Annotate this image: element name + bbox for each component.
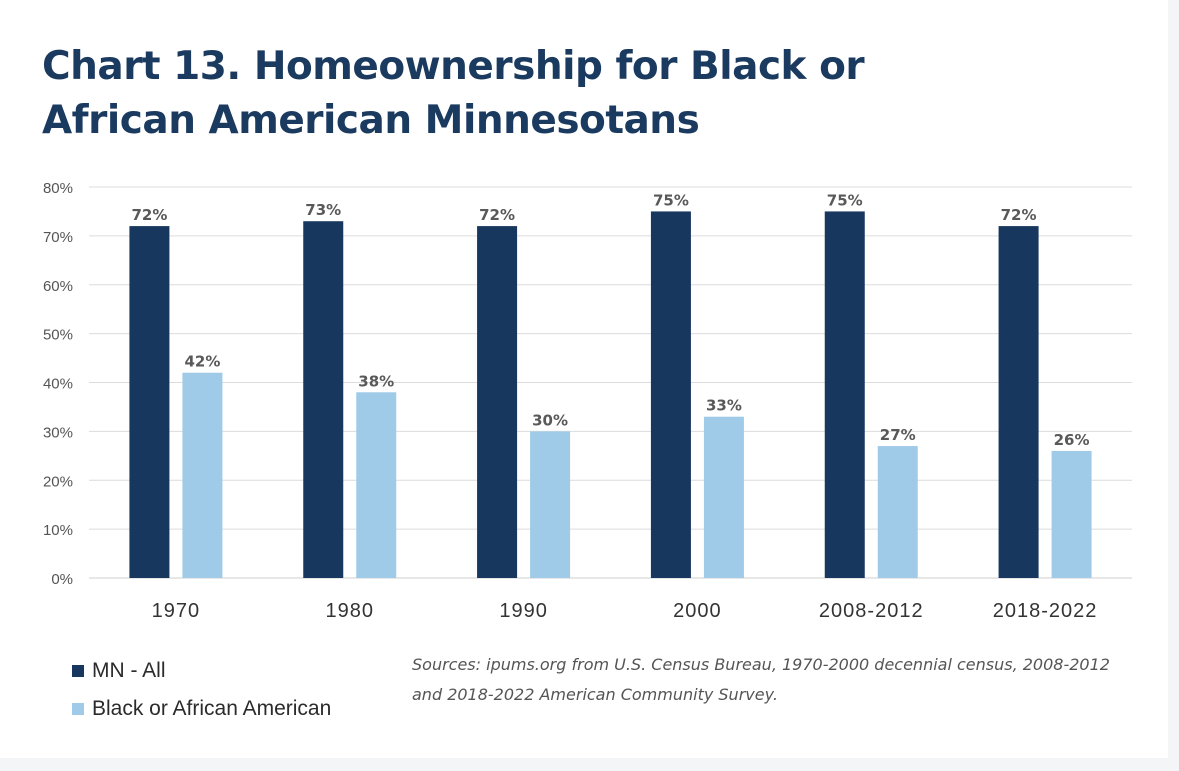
bar-mn-all: [824, 211, 865, 578]
data-label: 75%: [827, 191, 863, 209]
bar-black: [182, 372, 223, 578]
data-label: 72%: [1001, 206, 1037, 224]
y-tick-label: 30%: [43, 424, 73, 441]
bar-black: [356, 392, 397, 578]
data-label: 30%: [532, 411, 568, 429]
x-tick-label: 2018-2022: [993, 600, 1098, 622]
x-tick-label: 2008-2012: [819, 600, 924, 622]
legend: MN - All Black or African American: [72, 652, 331, 728]
data-label: 72%: [479, 206, 515, 224]
bar-black: [703, 416, 744, 578]
data-label: 73%: [305, 201, 341, 219]
x-tick-label: 1980: [326, 600, 375, 622]
legend-item-black: Black or African American: [72, 690, 331, 728]
y-tick-label: 20%: [43, 473, 73, 490]
y-tick-label: 0%: [51, 571, 73, 588]
y-tick-label: 80%: [43, 180, 73, 197]
bar-black: [877, 446, 918, 578]
bar-mn-all: [129, 226, 170, 578]
source-note: Sources: ipums.org from U.S. Census Bure…: [412, 655, 1110, 704]
data-label: 42%: [184, 353, 220, 371]
x-tick-label: 1970: [152, 600, 201, 622]
chart-title: Chart 13. Homeownership for Black or Afr…: [42, 44, 865, 143]
data-label: 33%: [706, 397, 742, 415]
legend-label-mn-all: MN - All: [92, 659, 166, 682]
data-label: 72%: [131, 206, 167, 224]
chart-card: Chart 13. Homeownership for Black or Afr…: [0, 0, 1168, 758]
bar-black: [1051, 450, 1092, 578]
y-tick-label: 50%: [43, 327, 73, 344]
x-tick-label: 2000: [673, 600, 722, 622]
y-tick-label: 60%: [43, 278, 73, 295]
bar-mn-all: [650, 211, 691, 578]
data-label: 75%: [653, 191, 689, 209]
x-tick-label: 1990: [499, 600, 548, 622]
data-label: 38%: [358, 372, 394, 390]
bar-black: [530, 431, 571, 578]
bar-chart: 0% 10% 20% 30% 40% 50% 60% 70% 80% 72% 42% 1970 73% 3…: [43, 180, 1132, 622]
legend-swatch-mn-all: [72, 665, 84, 677]
bar-mn-all: [998, 226, 1039, 578]
y-tick-label: 70%: [43, 229, 73, 246]
legend-item-mn-all: MN - All: [72, 652, 331, 690]
legend-swatch-black: [72, 703, 84, 715]
bar-mn-all: [303, 221, 344, 578]
data-label: 27%: [880, 426, 916, 444]
bar-mn-all: [477, 226, 518, 578]
data-label: 26%: [1054, 431, 1090, 449]
y-tick-label: 40%: [43, 376, 73, 393]
legend-label-black: Black or African American: [92, 697, 332, 720]
y-tick-label: 10%: [43, 522, 73, 539]
